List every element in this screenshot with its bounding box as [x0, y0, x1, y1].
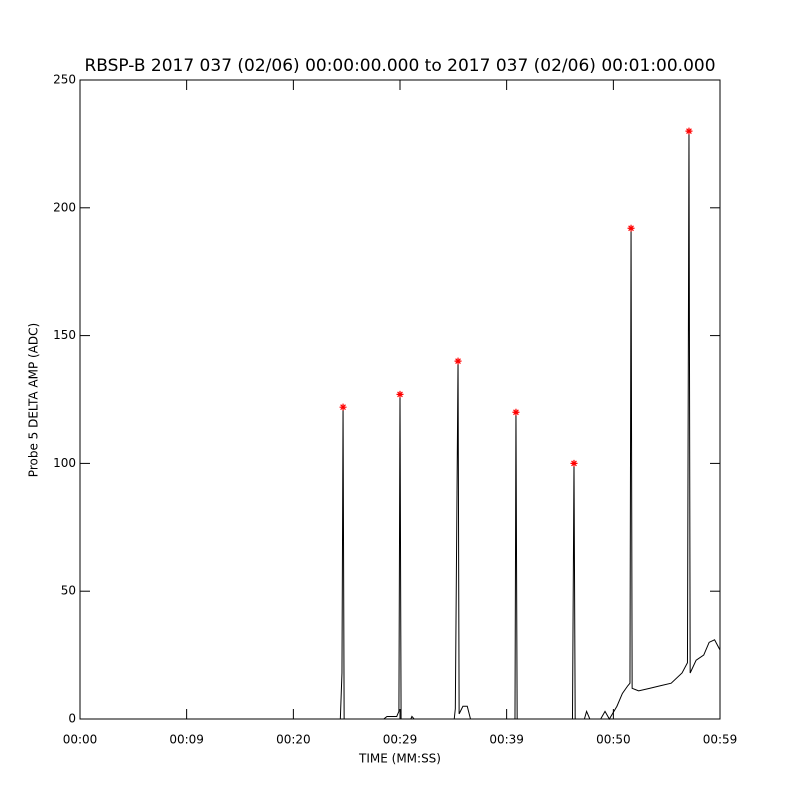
x-tick-label: 00:20	[276, 733, 311, 747]
peak-marker	[512, 408, 520, 416]
x-tick-label: 00:00	[63, 733, 98, 747]
x-tick-label: 00:09	[169, 733, 204, 747]
peak-marker	[627, 224, 635, 232]
y-axis-label: Probe 5 DELTA AMP (ADC)	[27, 323, 41, 477]
data-line	[80, 131, 721, 720]
peak-marker	[396, 390, 404, 398]
y-tick-label: 0	[68, 712, 76, 726]
x-tick-label: 00:39	[489, 733, 524, 747]
y-tick-label: 250	[53, 73, 76, 87]
x-tick-label: 00:29	[383, 733, 418, 747]
peak-marker	[570, 459, 578, 467]
peak-marker	[685, 127, 693, 135]
y-tick-label: 150	[53, 328, 76, 342]
y-tick-label: 100	[53, 456, 76, 470]
x-axis-label: TIME (MM:SS)	[358, 752, 441, 766]
peak-marker	[454, 357, 462, 365]
y-tick-label: 50	[61, 584, 76, 598]
chart-title: RBSP-B 2017 037 (02/06) 00:00:00.000 to …	[84, 56, 715, 76]
peak-marker	[339, 403, 347, 411]
x-tick-label: 00:50	[596, 733, 631, 747]
x-tick-label: 00:59	[703, 733, 738, 747]
y-tick-label: 200	[53, 200, 76, 214]
